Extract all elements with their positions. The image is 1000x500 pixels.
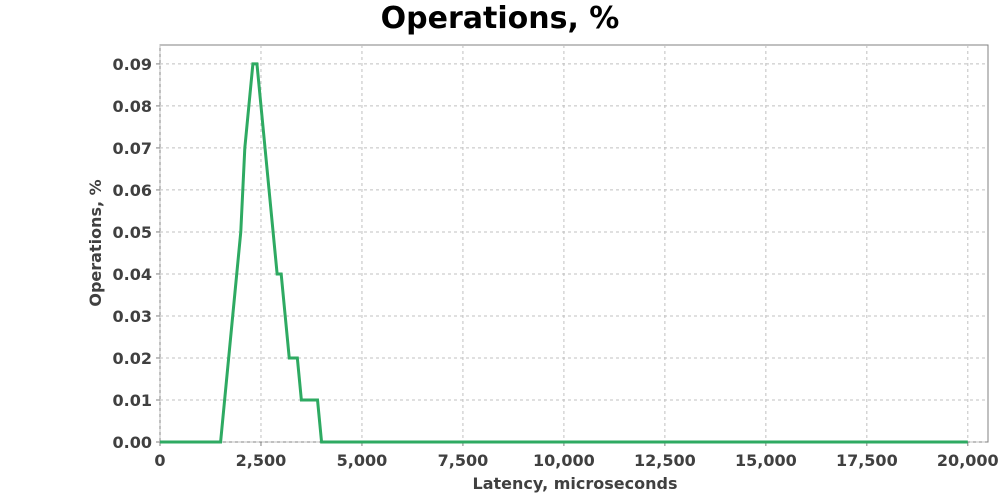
y-tick-label: 0.00	[113, 433, 152, 452]
y-axis-label: Operations, %	[86, 179, 105, 306]
y-tick-label: 0.03	[113, 307, 152, 326]
y-axis: 0.00 0.01 0.02 0.03 0.04 0.05 0.06 0.07 0.08 0.09	[113, 55, 160, 452]
plot-area	[159, 44, 989, 443]
x-tick-label: 12,500	[634, 451, 696, 470]
y-tick-label: 0.01	[113, 391, 152, 410]
series-line	[160, 62, 968, 444]
series-group	[160, 62, 968, 444]
x-tick-label: 17,500	[836, 451, 898, 470]
y-tick-label: 0.04	[113, 265, 152, 284]
x-tick-label: 10,000	[533, 451, 595, 470]
y-tick-label: 0.05	[113, 223, 152, 242]
x-axis-label: Latency, microseconds	[473, 474, 678, 493]
x-tick-label: 0	[154, 451, 165, 470]
x-axis: 0 2,500 5,000 7,500 10,000 12,500 15,000 17,500…	[154, 442, 999, 470]
x-tick-label: 7,500	[438, 451, 489, 470]
x-tick-label: 2,500	[236, 451, 287, 470]
y-tick-label: 0.07	[113, 139, 152, 158]
x-tick-label: 20,000	[937, 451, 999, 470]
y-tick-label: 0.08	[113, 97, 152, 116]
y-tick-label: 0.06	[113, 181, 152, 200]
chart-title: Operations, %	[381, 1, 620, 36]
y-tick-label: 0.09	[113, 55, 152, 74]
x-tick-label: 5,000	[337, 451, 388, 470]
y-tick-label: 0.02	[113, 349, 152, 368]
x-tick-label: 15,000	[735, 451, 797, 470]
